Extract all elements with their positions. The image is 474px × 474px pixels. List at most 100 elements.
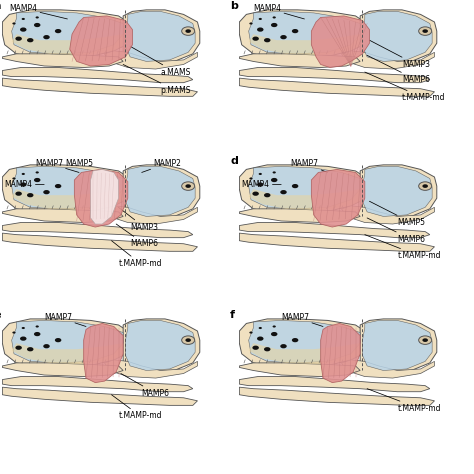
Circle shape <box>264 193 271 197</box>
Circle shape <box>36 326 39 328</box>
Text: t.MAMP-md: t.MAMP-md <box>367 389 441 413</box>
Text: MAMP6: MAMP6 <box>116 224 158 248</box>
Polygon shape <box>249 320 360 363</box>
Circle shape <box>422 338 428 342</box>
Polygon shape <box>70 16 132 66</box>
Text: t.MAMP-md: t.MAMP-md <box>365 235 441 260</box>
Polygon shape <box>360 319 437 372</box>
Polygon shape <box>2 222 193 237</box>
Polygon shape <box>2 165 130 213</box>
Text: d: d <box>230 156 238 166</box>
Circle shape <box>280 35 287 39</box>
Circle shape <box>271 23 277 27</box>
Text: MAMP7: MAMP7 <box>281 313 323 327</box>
Circle shape <box>182 336 195 345</box>
Polygon shape <box>249 189 360 210</box>
Polygon shape <box>2 363 123 376</box>
Polygon shape <box>126 166 195 217</box>
Text: MAMP4: MAMP4 <box>9 4 67 19</box>
Circle shape <box>55 29 61 33</box>
Circle shape <box>36 17 39 18</box>
Polygon shape <box>126 320 195 371</box>
Circle shape <box>252 346 259 350</box>
Text: MAMP4: MAMP4 <box>5 180 44 189</box>
Polygon shape <box>311 169 365 227</box>
Polygon shape <box>105 51 198 69</box>
Circle shape <box>259 173 262 175</box>
Polygon shape <box>12 343 123 365</box>
Polygon shape <box>123 10 200 63</box>
Circle shape <box>419 182 432 191</box>
Circle shape <box>20 27 27 32</box>
Circle shape <box>249 22 253 25</box>
Polygon shape <box>74 169 128 227</box>
Polygon shape <box>123 319 200 372</box>
Circle shape <box>292 184 298 188</box>
Polygon shape <box>2 209 123 222</box>
Circle shape <box>422 184 428 188</box>
Circle shape <box>27 38 34 42</box>
Polygon shape <box>12 166 123 209</box>
Circle shape <box>22 18 25 20</box>
Polygon shape <box>342 51 435 69</box>
Polygon shape <box>2 387 198 405</box>
Circle shape <box>419 336 432 345</box>
Circle shape <box>264 347 271 351</box>
Circle shape <box>273 17 276 18</box>
Polygon shape <box>239 363 360 376</box>
Polygon shape <box>12 11 123 54</box>
Polygon shape <box>2 233 198 251</box>
Text: a.MAMS: a.MAMS <box>130 46 191 76</box>
Circle shape <box>27 193 34 197</box>
Polygon shape <box>239 78 435 96</box>
Polygon shape <box>2 78 198 96</box>
Circle shape <box>252 191 259 196</box>
Circle shape <box>257 337 264 341</box>
Circle shape <box>55 184 61 188</box>
Polygon shape <box>342 360 435 378</box>
Text: MAMP3: MAMP3 <box>118 207 158 231</box>
Circle shape <box>43 190 50 194</box>
Text: p.MAMS: p.MAMS <box>123 64 191 95</box>
Circle shape <box>15 346 22 350</box>
Polygon shape <box>239 10 367 58</box>
Circle shape <box>34 332 40 336</box>
Circle shape <box>257 27 264 32</box>
Circle shape <box>15 191 22 196</box>
Circle shape <box>185 29 191 33</box>
Circle shape <box>422 29 428 33</box>
Polygon shape <box>2 376 193 392</box>
Text: MAMP6: MAMP6 <box>367 218 425 244</box>
Circle shape <box>249 177 253 180</box>
Polygon shape <box>2 319 130 367</box>
Circle shape <box>271 178 277 182</box>
Circle shape <box>292 29 298 33</box>
Text: MAMP5: MAMP5 <box>369 201 425 227</box>
Text: t.MAMP-md: t.MAMP-md <box>111 241 162 268</box>
Circle shape <box>273 326 276 328</box>
Circle shape <box>43 344 50 348</box>
Polygon shape <box>12 189 123 210</box>
Circle shape <box>259 327 262 329</box>
Polygon shape <box>239 54 360 67</box>
Polygon shape <box>360 10 437 63</box>
Circle shape <box>280 344 287 348</box>
Circle shape <box>12 177 16 180</box>
Polygon shape <box>91 169 118 224</box>
Polygon shape <box>239 376 430 392</box>
Polygon shape <box>239 222 430 237</box>
Polygon shape <box>12 34 123 55</box>
Text: MAMP5: MAMP5 <box>65 159 95 173</box>
Circle shape <box>259 18 262 20</box>
Circle shape <box>273 172 276 173</box>
Polygon shape <box>2 54 123 67</box>
Polygon shape <box>239 319 367 367</box>
Circle shape <box>182 27 195 36</box>
Text: t.MAMP-md: t.MAMP-md <box>365 72 446 102</box>
Circle shape <box>27 347 34 351</box>
Circle shape <box>292 338 298 342</box>
Text: MAMP2: MAMP2 <box>142 159 181 173</box>
Circle shape <box>182 182 195 191</box>
Polygon shape <box>2 67 193 82</box>
Polygon shape <box>123 165 200 218</box>
